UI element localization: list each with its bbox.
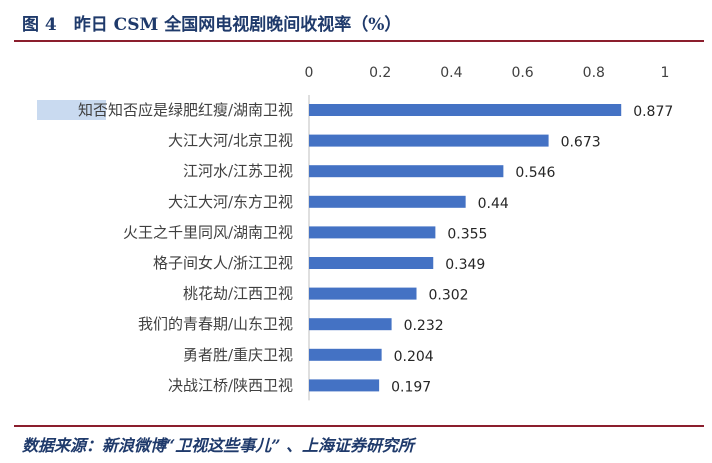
value-label: 0.877 — [633, 104, 673, 120]
bar — [309, 134, 549, 147]
bar — [309, 195, 466, 208]
category-label: 格子间女人/浙江卫视 — [153, 254, 293, 272]
category-label: 大江大河/东方卫视 — [168, 193, 293, 211]
category-label: 火王之千里同风/湖南卫视 — [123, 223, 293, 241]
x-tick-label: 1 — [661, 65, 670, 81]
x-tick-label: 0.8 — [583, 65, 605, 81]
x-tick-label: 0.4 — [440, 65, 462, 81]
value-label: 0.197 — [391, 379, 431, 395]
bar — [309, 318, 392, 331]
category-label: 桃花劫/江西卫视 — [183, 285, 293, 303]
x-tick-label: 0.2 — [369, 65, 391, 81]
value-label: 0.232 — [404, 318, 444, 334]
x-tick-label: 0.6 — [511, 65, 533, 81]
bars — [309, 104, 622, 392]
bar — [309, 165, 504, 178]
highlight-layer — [37, 100, 106, 120]
x-axis-ticks: 0 0.2 0.4 0.6 0.8 1 — [305, 65, 670, 81]
value-label: 0.673 — [561, 135, 601, 151]
bar — [309, 226, 436, 239]
value-label: 0.204 — [394, 349, 434, 365]
value-label: 0.302 — [429, 288, 469, 304]
category-label: 勇者胜/重庆卫视 — [183, 346, 293, 364]
bar — [309, 257, 434, 269]
source-note: 数据来源：新浪微博“卫视这些事儿” 、上海证券研究所 — [22, 436, 414, 455]
category-label: 我们的青春期/山东卫视 — [138, 315, 293, 333]
figure-title: 图 4 昨日 CSM 全国网电视剧晚间收视率（%） — [22, 15, 402, 35]
bar — [309, 348, 382, 361]
category-label: 知否知否应是绿肥红瘦/湖南卫视 — [78, 101, 293, 119]
bar — [309, 379, 380, 392]
text-selection-highlight — [37, 100, 106, 120]
value-labels: 0.877 0.673 0.546 0.44 0.355 0.349 0.302 0.232 0… — [391, 104, 673, 395]
source-divider — [14, 425, 704, 427]
category-label: 决战江桥/陕西卫视 — [168, 376, 293, 394]
value-label: 0.44 — [478, 196, 509, 212]
value-label: 0.546 — [515, 165, 555, 181]
title-divider — [14, 40, 704, 42]
category-labels: 知否知否应是绿肥红瘦/湖南卫视大江大河/北京卫视江河水/江苏卫视大江大河/东方卫… — [78, 101, 293, 394]
category-label: 大江大河/北京卫视 — [168, 132, 293, 150]
bar — [309, 287, 417, 300]
bar — [309, 104, 622, 116]
value-label: 0.355 — [447, 226, 487, 242]
value-label: 0.349 — [445, 257, 485, 273]
x-tick-label: 0 — [305, 65, 314, 81]
category-label: 江河水/江苏卫视 — [183, 162, 293, 180]
